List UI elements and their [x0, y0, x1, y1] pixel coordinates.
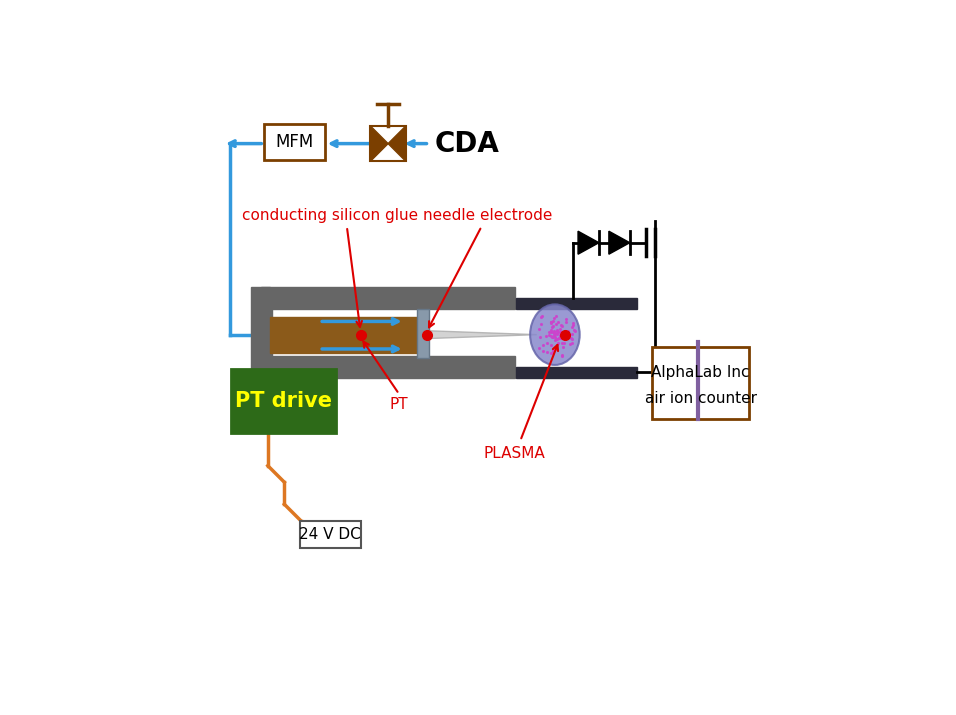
- Bar: [300, 521, 360, 548]
- Text: PT drive: PT drive: [235, 391, 332, 411]
- Bar: [251, 287, 271, 378]
- Bar: [652, 347, 749, 419]
- Text: air ion counter: air ion counter: [644, 391, 756, 406]
- Bar: [270, 317, 419, 352]
- Bar: [371, 126, 405, 161]
- Polygon shape: [429, 331, 536, 338]
- Bar: [262, 355, 514, 378]
- Text: PT: PT: [390, 397, 408, 412]
- Bar: [417, 309, 429, 358]
- Bar: [262, 309, 272, 357]
- Bar: [516, 297, 638, 309]
- Text: 24 V DC: 24 V DC: [299, 527, 361, 542]
- Bar: [231, 370, 336, 433]
- Ellipse shape: [531, 305, 579, 365]
- Bar: [516, 367, 638, 378]
- Polygon shape: [371, 126, 388, 161]
- Text: PLASMA: PLASMA: [484, 446, 546, 461]
- Bar: [264, 124, 325, 160]
- Text: CDA: CDA: [435, 129, 500, 157]
- Polygon shape: [388, 126, 405, 161]
- Text: AlphaLab Inc: AlphaLab Inc: [651, 365, 750, 380]
- Text: conducting silicon glue: conducting silicon glue: [242, 209, 419, 223]
- Bar: [262, 287, 514, 309]
- Text: needle electrode: needle electrode: [423, 209, 552, 223]
- Polygon shape: [578, 231, 599, 255]
- Text: MFM: MFM: [275, 133, 314, 152]
- Polygon shape: [609, 231, 630, 255]
